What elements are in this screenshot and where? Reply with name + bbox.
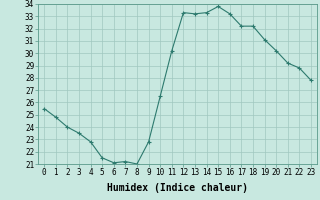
X-axis label: Humidex (Indice chaleur): Humidex (Indice chaleur): [107, 183, 248, 193]
